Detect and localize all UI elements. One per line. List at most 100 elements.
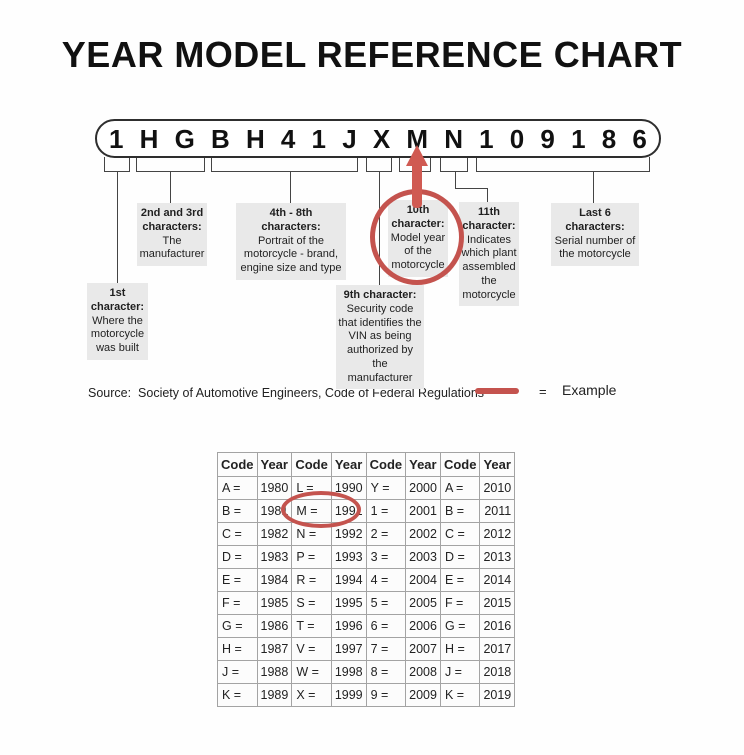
table-row: A = 1980 L = 1990 Y = 2000 A = 2010 xyxy=(217,476,516,500)
year-cell: 2005 xyxy=(405,591,441,615)
year-cell: 1995 xyxy=(330,591,367,615)
table-row: C = 1982 N = 1992 2 = 2002 C = 2012 xyxy=(217,522,516,546)
code-cell: F = xyxy=(217,591,258,615)
year-cell: 1994 xyxy=(330,568,367,592)
vin-char: 6 xyxy=(632,123,647,154)
year-cell: 1989 xyxy=(256,683,293,707)
year-cell: 1988 xyxy=(256,660,293,684)
callout-body: The manufacturer xyxy=(139,234,205,261)
year-cell: 1985 xyxy=(256,591,293,615)
code-cell: V = xyxy=(291,637,332,661)
table-header-cell: Year xyxy=(405,452,441,477)
code-cell: A = xyxy=(217,476,258,500)
year-cell: 2017 xyxy=(479,637,516,661)
callout-last-6-characters: Last 6 characters: Serial number of the … xyxy=(551,203,639,266)
year-cell: 1983 xyxy=(256,545,293,569)
year-cell: 1999 xyxy=(330,683,367,707)
year-cell: 2010 xyxy=(479,476,516,500)
connector-line xyxy=(455,172,456,189)
code-cell: 5 = xyxy=(365,591,407,615)
table-row: E = 1984 R = 1994 4 = 2004 E = 2014 xyxy=(217,568,516,592)
code-cell: 7 = xyxy=(365,637,407,661)
bracket-4th-8th-chars xyxy=(211,157,358,172)
callout-title: 9th character: xyxy=(343,289,417,301)
code-cell: B = xyxy=(439,499,481,523)
year-cell: 1997 xyxy=(330,637,367,661)
vin-char: G xyxy=(174,123,195,154)
table-row: H = 1987 V = 1997 7 = 2007 H = 2017 xyxy=(217,637,516,661)
code-cell: 2 = xyxy=(365,522,407,546)
year-code-table: Code Year Code Year Code Year Code Year … xyxy=(217,452,516,707)
connector-line xyxy=(290,172,291,203)
year-cell: 2008 xyxy=(405,660,441,684)
year-cell: 2019 xyxy=(479,683,516,707)
callout-body: Portrait of the motorcycle - brand, engi… xyxy=(240,234,342,275)
year-code-table-body: A = 1980 L = 1990 Y = 2000 A = 2010 B = 1981 M = 19… xyxy=(217,476,516,707)
code-cell: D = xyxy=(439,545,481,569)
year-cell: 2002 xyxy=(405,522,441,546)
callout-2nd-3rd-characters: 2nd and 3rd characters: The manufacturer xyxy=(137,203,207,266)
code-cell: S = xyxy=(291,591,332,615)
vin-char: 1 xyxy=(109,123,124,154)
vin-char: H xyxy=(139,123,159,154)
arrow-up-icon xyxy=(406,145,428,166)
table-row: G = 1986 T = 1996 6 = 2006 G = 2016 xyxy=(217,614,516,638)
bracket-11th-char xyxy=(440,157,468,172)
table-header-cell: Code xyxy=(365,452,407,477)
year-cell: 1996 xyxy=(330,614,367,638)
code-cell: F = xyxy=(439,591,481,615)
code-cell: R = xyxy=(291,568,332,592)
bracket-1st-char xyxy=(104,157,130,172)
table-row: J = 1988 W = 1998 8 = 2008 J = 2018 xyxy=(217,660,516,684)
year-cell: 2011 xyxy=(479,499,516,523)
code-cell: J = xyxy=(217,660,258,684)
code-cell: C = xyxy=(217,522,258,546)
table-header-row: Code Year Code Year Code Year Code Year xyxy=(217,452,516,477)
year-cell: 2003 xyxy=(405,545,441,569)
code-cell: E = xyxy=(217,568,258,592)
callout-body: Where the motorcycle was built xyxy=(90,314,145,355)
code-cell: 9 = xyxy=(365,683,407,707)
source-note: Source: Society of Automotive Engineers,… xyxy=(88,386,485,400)
table-header-cell: Code xyxy=(291,452,332,477)
vin-char: 0 xyxy=(509,123,525,154)
code-cell: H = xyxy=(439,637,481,661)
callout-11th-character: 11th character: Indicates which plant as… xyxy=(459,202,519,307)
table-row: K = 1989 X = 1999 9 = 2009 K = 2019 xyxy=(217,683,516,707)
code-cell: T = xyxy=(291,614,332,638)
code-cell: K = xyxy=(439,683,481,707)
year-cell: 2015 xyxy=(479,591,516,615)
vin-char: X xyxy=(372,123,391,154)
year-cell: 2009 xyxy=(405,683,441,707)
code-cell: E = xyxy=(439,568,481,592)
code-cell: D = xyxy=(217,545,258,569)
code-cell: 8 = xyxy=(365,660,407,684)
callout-4th-8th-characters: 4th - 8th characters: Portrait of the mo… xyxy=(236,203,346,280)
year-cell: 2014 xyxy=(479,568,516,592)
code-cell: H = xyxy=(217,637,258,661)
example-line-icon xyxy=(475,388,519,394)
code-cell: C = xyxy=(439,522,481,546)
bracket-last-6-chars xyxy=(476,157,650,172)
code-cell: G = xyxy=(217,614,258,638)
code-cell: 6 = xyxy=(365,614,407,638)
connector-line xyxy=(170,172,171,203)
year-cell: 2013 xyxy=(479,545,516,569)
code-cell: J = xyxy=(439,660,481,684)
callout-title: 11th character: xyxy=(462,206,516,232)
year-cell: 2004 xyxy=(405,568,441,592)
year-cell: 1993 xyxy=(330,545,367,569)
table-row: F = 1985 S = 1995 5 = 2005 F = 2015 xyxy=(217,591,516,615)
code-cell: P = xyxy=(291,545,332,569)
vin-char: 8 xyxy=(601,123,617,154)
table-row: D = 1983 P = 1993 3 = 2003 D = 2013 xyxy=(217,545,516,569)
vin-char: 9 xyxy=(540,123,555,154)
year-cell: 2016 xyxy=(479,614,516,638)
year-cell: 2000 xyxy=(405,476,441,500)
code-cell: K = xyxy=(217,683,258,707)
connector-line xyxy=(593,172,594,203)
vin-char: 1 xyxy=(479,123,494,154)
code-cell: G = xyxy=(439,614,481,638)
year-cell: 2007 xyxy=(405,637,441,661)
